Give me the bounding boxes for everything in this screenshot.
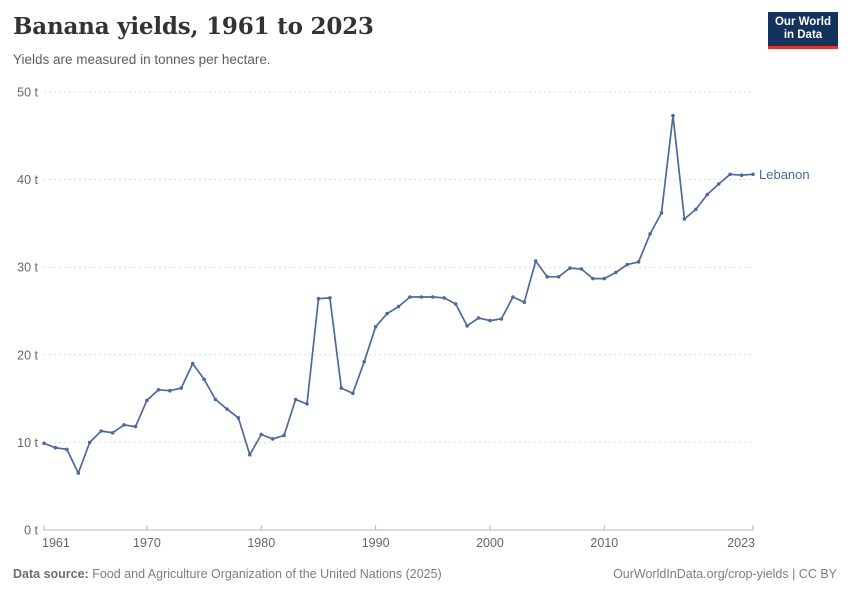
series-label-lebanon[interactable]: Lebanon xyxy=(759,167,810,182)
y-axis-label: 0 t xyxy=(24,524,38,538)
data-point-marker xyxy=(408,295,412,299)
data-point-marker xyxy=(156,388,161,392)
x-axis-label: 2010 xyxy=(590,536,618,550)
data-point-marker xyxy=(419,295,424,299)
data-source: Data source: Food and Agriculture Organi… xyxy=(13,567,442,581)
data-point-marker xyxy=(362,360,367,364)
data-point-marker xyxy=(270,437,275,441)
data-point-marker xyxy=(225,407,229,411)
data-point-marker xyxy=(351,391,355,396)
data-point-marker xyxy=(442,296,447,300)
x-axis-label: 1990 xyxy=(362,536,390,550)
data-point-marker xyxy=(316,296,321,301)
data-point-marker xyxy=(556,275,561,279)
data-point-marker xyxy=(202,377,206,382)
data-point-marker xyxy=(87,440,92,445)
data-point-marker xyxy=(133,424,138,429)
data-point-marker xyxy=(99,429,103,433)
y-axis-label: 30 t xyxy=(17,261,38,275)
data-point-marker xyxy=(76,471,81,475)
data-point-marker xyxy=(533,259,538,263)
data-point-marker xyxy=(305,402,309,406)
data-point-marker xyxy=(259,432,264,437)
data-point-marker xyxy=(636,260,641,264)
data-point-marker xyxy=(385,311,389,316)
data-point-marker xyxy=(511,295,515,299)
data-point-marker xyxy=(716,182,721,186)
data-point-marker xyxy=(705,192,710,197)
data-point-marker xyxy=(248,452,252,457)
data-point-marker xyxy=(602,276,607,281)
data-point-marker xyxy=(568,266,572,270)
chart-footer: Data source: Food and Agriculture Organi… xyxy=(13,567,837,581)
data-point-marker xyxy=(659,211,664,215)
data-point-marker xyxy=(431,295,435,299)
lebanon-line xyxy=(43,114,754,474)
owid-logo-line1: Our World xyxy=(774,16,831,28)
data-point-marker xyxy=(488,318,492,323)
data-point-marker xyxy=(728,172,732,177)
y-axis-label: 40 t xyxy=(17,173,38,187)
y-axis-label: 50 t xyxy=(17,86,38,100)
data-point-marker xyxy=(53,445,58,450)
data-point-marker xyxy=(739,173,744,177)
data-point-marker xyxy=(282,433,286,438)
data-point-marker xyxy=(339,386,344,390)
data-point-marker xyxy=(42,441,46,446)
x-axis-label: 1961 xyxy=(42,536,70,550)
data-point-marker xyxy=(545,275,549,279)
data-point-marker xyxy=(373,325,378,329)
data-point-marker xyxy=(614,270,618,275)
y-axis-label: 20 t xyxy=(17,348,38,362)
data-point-marker xyxy=(110,431,115,435)
data-point-marker xyxy=(625,262,629,267)
data-point-marker xyxy=(671,113,675,118)
data-point-marker xyxy=(293,397,298,402)
data-point-marker xyxy=(65,447,69,452)
x-axis-label: 1970 xyxy=(133,536,161,550)
data-point-marker xyxy=(179,386,183,390)
data-point-marker xyxy=(465,324,469,328)
data-point-marker xyxy=(579,267,584,271)
data-point-marker xyxy=(122,423,126,427)
data-point-marker xyxy=(694,207,698,212)
data-point-marker xyxy=(648,232,652,236)
data-point-marker xyxy=(751,172,755,177)
data-source-label: Data source: xyxy=(13,567,89,581)
data-point-marker xyxy=(328,296,332,300)
data-point-marker xyxy=(453,302,458,306)
owid-logo-line2: in Data xyxy=(783,29,823,41)
owid-logo[interactable]: Our World in Data xyxy=(768,12,838,49)
data-point-marker xyxy=(145,398,149,403)
x-axis-label: 1980 xyxy=(247,536,275,550)
data-point-marker xyxy=(236,416,241,420)
x-axis-label: 2023 xyxy=(727,536,755,550)
data-point-marker xyxy=(190,361,195,366)
data-point-marker xyxy=(396,304,401,309)
data-point-marker xyxy=(213,397,218,402)
data-point-marker xyxy=(168,388,172,393)
y-axis-label: 10 t xyxy=(17,436,38,450)
chart-subtitle: Yields are measured in tonnes per hectar… xyxy=(13,52,271,67)
data-source-text: Food and Agriculture Organization of the… xyxy=(88,567,442,581)
footer-credit-link[interactable]: OurWorldInData.org/crop-yields | CC BY xyxy=(613,567,837,581)
data-point-marker xyxy=(522,300,527,305)
data-point-marker xyxy=(591,276,595,281)
x-axis-label: 2000 xyxy=(476,536,504,550)
data-point-marker xyxy=(476,316,481,320)
data-point-marker xyxy=(682,217,687,221)
data-point-marker xyxy=(499,317,504,321)
chart-title: Banana yields, 1961 to 2023 xyxy=(13,13,374,40)
